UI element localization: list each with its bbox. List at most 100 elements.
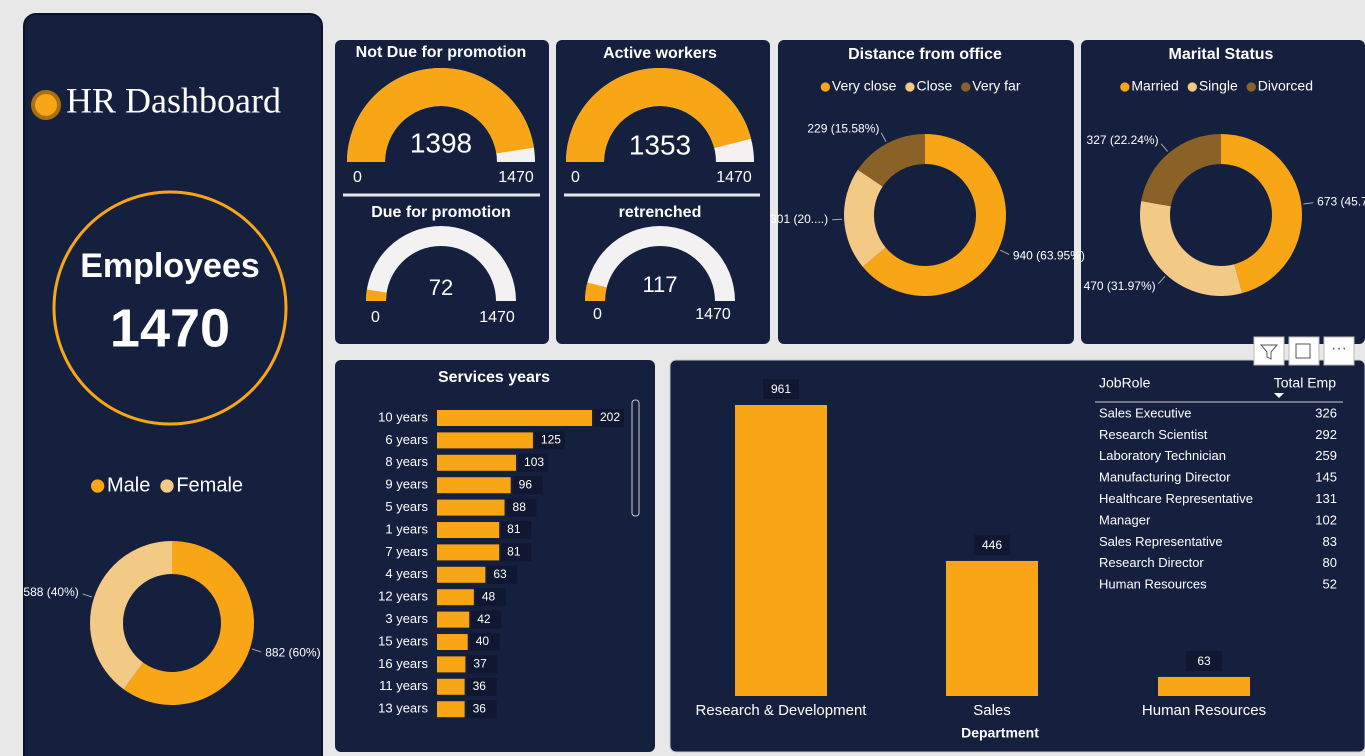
label-bg (467, 655, 498, 674)
bar (437, 499, 505, 516)
table-cell: 326 (1315, 405, 1337, 420)
pie-label: 229 (15.58%) (807, 122, 879, 136)
gauge-title: Due for promotion (371, 204, 511, 221)
y-tick-label: 4 years (385, 566, 428, 581)
gauge-value: 72 (429, 275, 453, 300)
sort-arrow (1274, 393, 1284, 398)
pie-slice (844, 169, 886, 267)
leader-line (1160, 143, 1168, 152)
y-tick-label: 12 years (378, 589, 428, 604)
label-bg (534, 431, 565, 450)
y-tick-label: 6 years (385, 432, 428, 447)
pie-label: 327 (22.24%) (1087, 133, 1159, 147)
label-bg (471, 610, 502, 629)
label-bg (1186, 650, 1222, 671)
x-axis-label: Department (961, 725, 1039, 741)
legend-label: Single (1199, 78, 1238, 94)
label-bg (501, 543, 532, 562)
panel (778, 40, 1074, 344)
gauge-tick-label: 1470 (716, 169, 752, 186)
pie-title: Marital Status (1169, 46, 1274, 63)
scrollbar[interactable] (631, 399, 640, 517)
bar-label: 36 (473, 701, 487, 715)
gauge-title: Not Due for promotion (356, 44, 527, 61)
pie-label: 301 (20....) (770, 212, 828, 226)
filter-icon[interactable] (1253, 336, 1285, 366)
pie-slice (857, 134, 925, 187)
bar-label: 48 (482, 589, 496, 603)
bar-label: 37 (473, 657, 487, 671)
table-cell: Healthcare Representative (1099, 491, 1253, 506)
more-icon[interactable] (1323, 336, 1355, 366)
bar-label: 103 (524, 455, 544, 469)
more-glyph: ··· (1331, 340, 1347, 357)
table-cell: Manager (1099, 512, 1151, 527)
bar (437, 589, 474, 606)
pie-label: 882 (60%) (265, 645, 320, 659)
gauge-track (366, 226, 516, 301)
bar (437, 522, 500, 538)
chart-title: Services years (438, 369, 550, 386)
bar (437, 701, 465, 718)
y-tick-label: 10 years (378, 409, 428, 424)
bar (437, 432, 533, 449)
gauge-tick-label: 0 (571, 169, 580, 186)
gauge-track (585, 226, 735, 301)
employees-label: Employees (80, 247, 260, 285)
bar (437, 656, 466, 673)
legend-dot (961, 82, 971, 92)
table-header: Total Emp (1274, 375, 1336, 391)
bar-label: 81 (507, 522, 521, 536)
pie-label: 470 (31.97%) (1084, 279, 1156, 293)
bar-label: 40 (476, 634, 490, 648)
label-bg (469, 633, 500, 651)
bar (437, 678, 465, 695)
employees-ring (52, 190, 288, 426)
gauge-value: 1353 (629, 129, 691, 160)
y-tick-label: 11 years (379, 678, 428, 693)
pie-slice (1221, 134, 1302, 294)
gauge-fill (566, 68, 752, 162)
legend-dot (1246, 82, 1256, 92)
gauge-fill (347, 68, 534, 162)
bar-label: 125 (541, 433, 561, 447)
pie-title: Distance from office (848, 46, 1002, 63)
leader-line (1157, 275, 1166, 285)
pie-slice (1141, 134, 1221, 207)
gauge-tick-label: 1470 (695, 306, 731, 323)
side-panel (23, 13, 323, 756)
label-bg (475, 588, 506, 607)
y-tick-label: 5 years (385, 499, 428, 514)
y-tick-label: 16 years (378, 656, 428, 671)
y-tick-label: 13 years (378, 701, 428, 716)
bar-label: 88 (513, 500, 527, 514)
gauge-tick-label: 0 (593, 306, 602, 323)
leader-line (251, 648, 262, 653)
gauge-value: 1398 (410, 127, 472, 158)
legend-dot (90, 479, 105, 493)
bar (946, 560, 1038, 696)
table-header: JobRole (1099, 375, 1151, 391)
y-tick-label: 7 years (385, 544, 428, 559)
bar (437, 566, 486, 583)
bar (437, 454, 517, 471)
x-tick-label: Human Resources (1142, 702, 1266, 719)
table-cell: 52 (1323, 577, 1337, 592)
leader-line (1303, 202, 1314, 205)
bar-label: 961 (771, 382, 791, 396)
focus-icon[interactable] (1288, 336, 1320, 366)
leader-line (880, 132, 887, 142)
gauge-title: retrenched (619, 204, 702, 221)
employees-value: 1470 (110, 298, 230, 358)
leader-line (82, 593, 93, 598)
bar (437, 477, 511, 494)
leader-line (999, 249, 1010, 255)
focus-glyph (1295, 343, 1311, 359)
bar (437, 634, 468, 650)
table-cell: 83 (1323, 534, 1337, 549)
title-icon (31, 90, 61, 120)
bar (437, 544, 500, 561)
pie-slice (89, 541, 172, 690)
gauge-fill (585, 282, 607, 301)
